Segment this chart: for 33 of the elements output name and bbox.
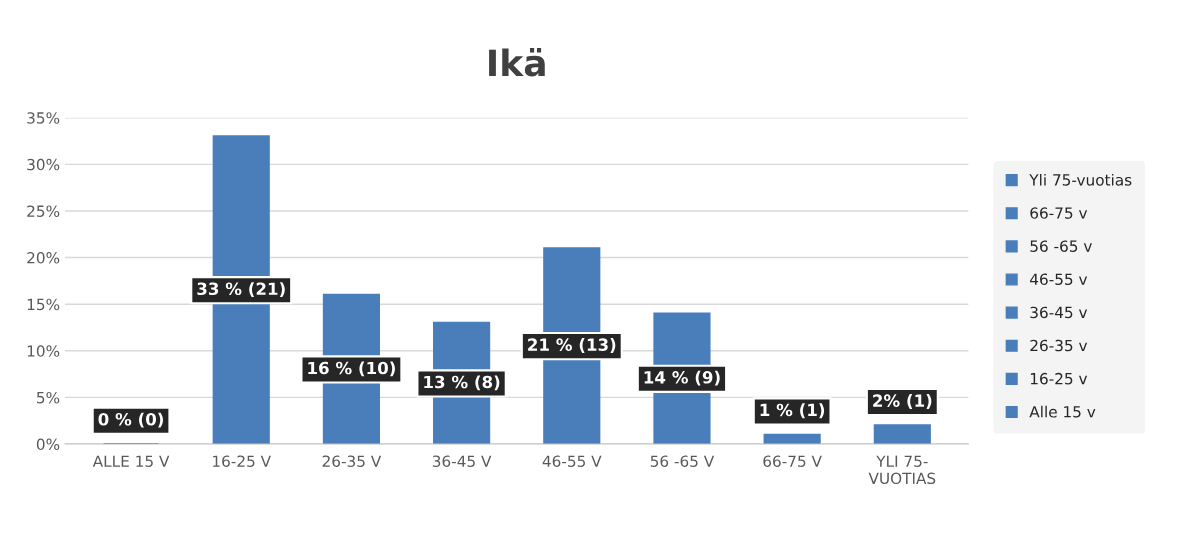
y-tick-label: 25% [27,205,60,217]
y-tick-label: 15% [27,298,60,311]
y-tick-label: 35% [27,112,60,124]
x-tick-label: 66-75 V [763,455,822,467]
chart-title: Ikä [489,48,545,77]
legend-label: 26-35 v [1030,339,1088,352]
x-tick-label: ALLE 15 V [92,455,170,467]
y-tick-label: 10% [27,345,60,357]
legend-label: 56 -65 v [1030,240,1092,252]
data-label: 1 % (1) [760,403,825,419]
x-tick-label: 26-35 V [322,455,382,467]
x-tick-label: 36-45 V [432,455,492,467]
legend-label: 66-75 v [1030,207,1088,219]
data-label: 33 % (21) [197,282,285,297]
legend-label: Alle 15 v [1029,405,1096,418]
y-tick-label: 30% [27,158,60,171]
data-label: 0 % (0) [98,412,163,428]
y-tick-label: 5% [37,391,60,404]
x-tick-label: 46-55 V [542,455,602,467]
data-label: 16 % (10) [308,361,395,377]
y-tick-label: 0% [36,438,60,451]
data-label: 13 % (8) [424,375,500,391]
y-tick-label: 20% [27,252,60,264]
legend-label: 46-55 v [1030,273,1088,286]
x-tick-label: 16-25 V [213,455,271,467]
legend-label: 16-25 v [1030,372,1088,385]
legend-label: Yli 75-vuotias [1029,173,1132,186]
data-label: 14 % (9) [644,370,720,386]
data-label: 21 % (13) [528,338,616,353]
x-tick-label: YLI 75-VUOTIAS [868,455,936,485]
x-tick-label: 56 -65 V [650,455,715,467]
legend-label: 36-45 v [1030,306,1088,319]
data-label: 2% (1) [873,394,932,409]
